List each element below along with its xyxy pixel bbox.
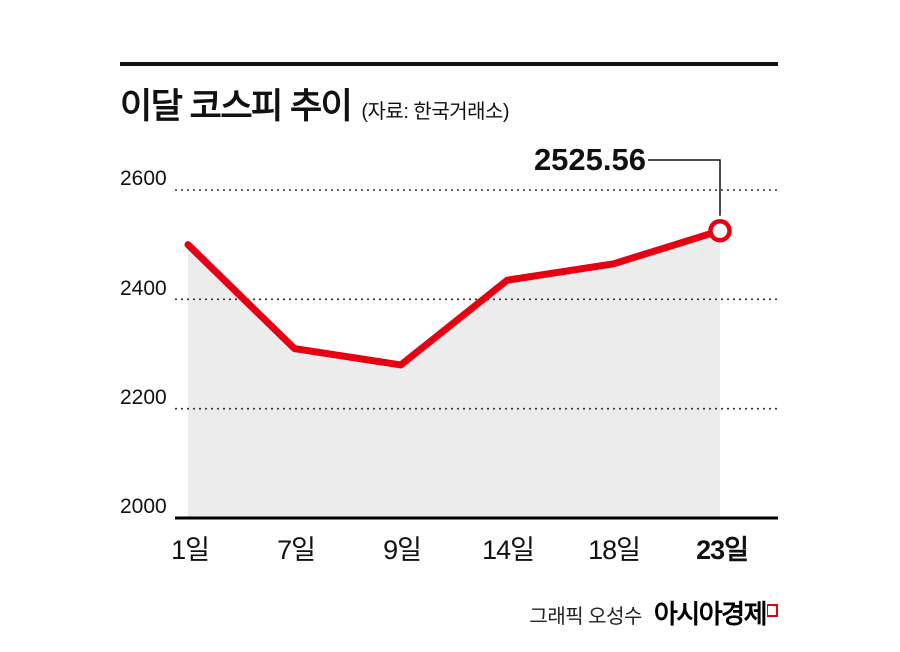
y-axis-tick-2200: 2200: [120, 386, 167, 409]
brand-logo-mark-icon: [767, 603, 778, 617]
brand-logotype: 아시아경제: [653, 599, 768, 629]
y-axis-tick-2400: 2400: [120, 277, 167, 300]
credit-line: 그래픽 오성수 아시아경제: [529, 594, 778, 631]
chart-source-note: (자료: 한국거래소): [361, 101, 510, 123]
y-axis-tick-2600: 2600: [120, 167, 167, 190]
x-axis-tick-day7: 7일: [277, 535, 316, 565]
y-axis-tick-2000: 2000: [120, 495, 167, 518]
chart-header: 이달 코스피 추이 (자료: 한국거래소): [120, 78, 780, 129]
x-axis-tick-day1: 1일: [171, 535, 210, 565]
top-divider-rule: [120, 62, 778, 66]
x-axis-tick-day14: 14일: [482, 535, 535, 565]
x-axis-tick-day23: 23일: [696, 535, 749, 565]
last-value-annotation: 2525.56: [533, 142, 646, 177]
x-axis-tick-day18: 18일: [588, 535, 641, 565]
x-axis-tick-day9: 9일: [383, 535, 422, 565]
chart-title: 이달 코스피 추이: [120, 87, 353, 126]
graphic-credit: 그래픽 오성수: [529, 606, 642, 628]
